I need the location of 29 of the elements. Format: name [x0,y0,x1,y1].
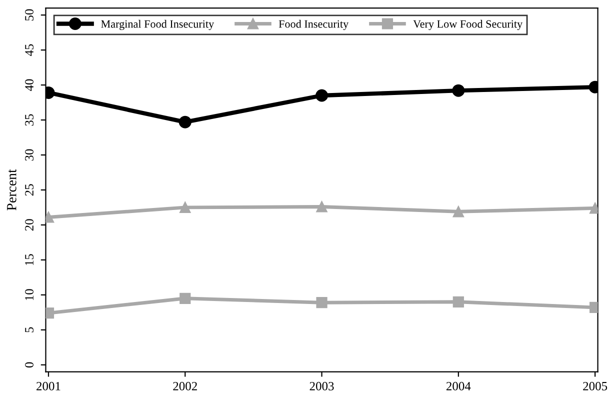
legend-label: Marginal Food Insecurity [101,20,214,30]
point [316,297,328,308]
y-tick-label: 50 [25,9,34,21]
point [316,89,328,102]
legend-label: Food Insecurity [278,20,349,30]
legend-label: Very Low Food Security [413,20,523,30]
y-tick-label: 5 [25,327,34,332]
x-tick-label: 2002 [173,382,197,390]
point [316,201,328,212]
y-tick-label: 30 [25,149,34,161]
x-tick-label: 2004 [446,382,471,390]
x-tick-label: 2003 [310,382,334,390]
y-tick-label: 40 [25,79,34,92]
point [178,116,192,128]
y-tick-label: 0 [25,362,34,368]
y-tick-label: 15 [25,254,34,266]
point [452,84,465,97]
point [452,206,464,218]
point [180,202,191,213]
point [452,296,464,308]
x-tick-label: 2001 [36,382,60,390]
y-tick-label: 35 [25,114,34,126]
x-tick-label: 2005 [583,382,608,390]
y-tick-label: 10 [25,289,34,300]
y-tick-label: 20 [25,219,34,231]
y-tick-label: 45 [25,44,34,56]
y-axis-title: Percent [7,169,16,210]
point [180,292,191,304]
y-tick-label: 25 [25,184,34,196]
